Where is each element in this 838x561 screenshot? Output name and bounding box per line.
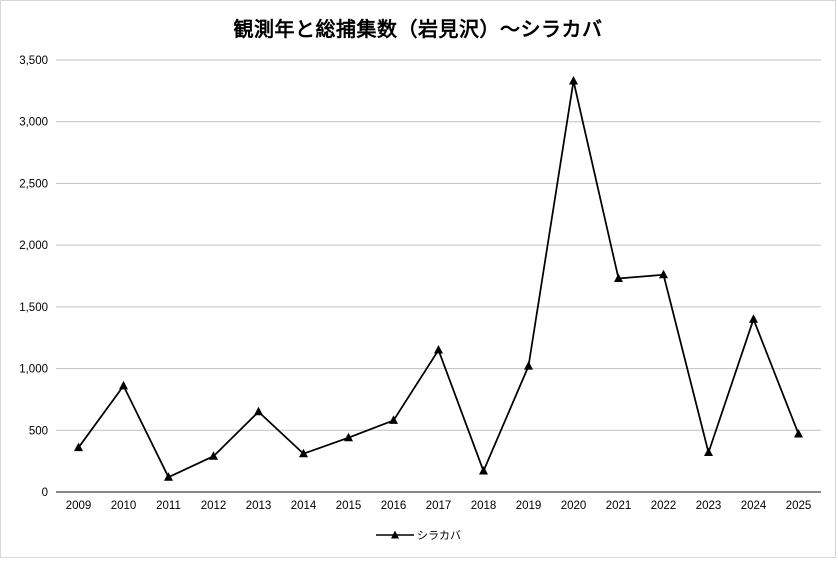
y-axis-tick-label: 500 — [29, 425, 48, 437]
x-axis-tick-label: 2011 — [156, 500, 181, 512]
x-axis-tick-label: 2013 — [246, 500, 272, 512]
x-axis-tick-label: 2024 — [741, 500, 767, 512]
data-point-marker-triangle-icon — [614, 273, 623, 282]
data-point-marker-triangle-icon — [389, 415, 398, 424]
data-point-marker-triangle-icon — [209, 451, 218, 460]
data-point-marker-triangle-icon — [659, 269, 668, 279]
x-axis-tick-label: 2016 — [381, 500, 407, 512]
legend: シラカバ — [1, 527, 835, 543]
data-point-marker-triangle-icon — [794, 428, 803, 438]
data-point-marker-triangle-icon — [749, 314, 758, 323]
series-line — [77, 80, 800, 479]
x-axis-tick-label: 2018 — [471, 500, 497, 512]
x-axis-tick-label: 2015 — [336, 500, 362, 512]
data-point-marker-triangle-icon — [479, 466, 488, 475]
data-point-marker-triangle-icon — [704, 447, 713, 457]
y-axis-tick-label: 1,500 — [19, 302, 48, 314]
y-axis-tick-label: 3,000 — [19, 117, 48, 129]
data-point-marker-triangle-icon — [299, 448, 308, 458]
data-point-marker-triangle-icon — [119, 380, 128, 390]
x-axis-tick-label: 2012 — [201, 500, 227, 512]
x-axis-tick-label: 2021 — [606, 500, 632, 512]
data-point-marker-triangle-icon — [164, 472, 173, 481]
y-axis-tick-label: 2,500 — [19, 178, 48, 190]
data-point-marker-triangle-icon — [74, 442, 83, 452]
chart-title: 観測年と総捕集数（岩見沢）～シラカバ — [233, 19, 603, 41]
y-axis-tick-label: 0 — [42, 487, 48, 499]
x-axis-tick-label: 2025 — [786, 500, 812, 512]
x-axis-tick-label: 2022 — [651, 500, 677, 512]
legend-label: シラカバ — [417, 530, 461, 542]
x-axis-tick-label: 2019 — [516, 500, 542, 512]
x-axis-tick-label: 2009 — [66, 500, 92, 512]
x-axis-tick-label: 2010 — [111, 500, 137, 512]
data-point-marker-triangle-icon — [434, 345, 443, 354]
data-point-marker-triangle-icon — [569, 75, 578, 85]
x-axis-tick-label: 2023 — [696, 500, 722, 512]
y-axis-tick-label: 1,000 — [19, 364, 48, 376]
data-point-marker-triangle-icon — [524, 361, 533, 370]
x-axis-tick-label: 2017 — [426, 500, 452, 512]
data-point-marker-triangle-icon — [254, 406, 263, 416]
y-axis-tick-label: 3,500 — [19, 55, 48, 67]
legend-triangle-marker-icon — [376, 530, 414, 539]
x-axis-tick-label: 2020 — [561, 500, 587, 512]
y-axis-tick-label: 2,000 — [19, 240, 48, 252]
data-point-marker-triangle-icon — [344, 432, 353, 442]
x-axis-tick-label: 2014 — [291, 500, 317, 512]
